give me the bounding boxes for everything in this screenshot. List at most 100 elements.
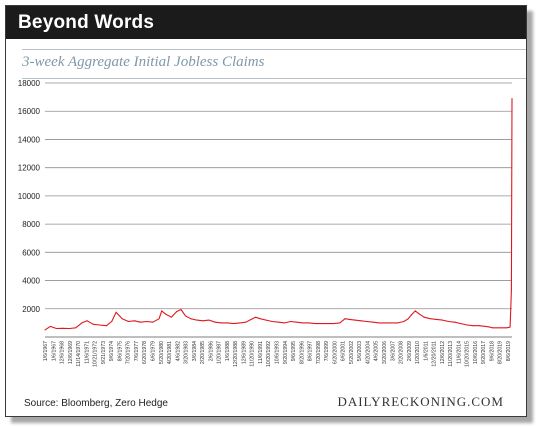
data-point: [75, 327, 77, 329]
data-point: [202, 320, 204, 322]
data-point: [127, 320, 129, 322]
source-note: Source: Bloomberg, Zero Hedge: [24, 398, 168, 409]
header-bar: Beyond Words: [6, 6, 526, 39]
data-point: [423, 316, 425, 318]
x-tick-label: 1/6/1967: [51, 341, 57, 361]
x-tick-label: 2/6/1986: [208, 341, 214, 361]
x-tick-label: 5/20/1980: [159, 341, 165, 364]
x-tick-label: 2/20/1985: [200, 341, 206, 364]
data-point: [333, 323, 335, 325]
data-point: [176, 311, 178, 313]
data-point: [196, 319, 198, 321]
data-point: [496, 327, 498, 329]
data-point: [208, 319, 210, 321]
x-tick-label: 10/21/1972: [93, 341, 99, 367]
x-tick-label: 3/20/2006: [382, 341, 388, 364]
data-point: [360, 320, 362, 322]
title-rule: [22, 78, 526, 79]
x-tick-label: 9/6/1974: [109, 341, 115, 361]
x-tick-label: 2/6/2009: [407, 341, 413, 361]
data-point: [372, 321, 374, 323]
x-tick-label: 1/20/2010: [415, 341, 421, 364]
data-point: [233, 323, 235, 325]
data-point: [62, 327, 64, 329]
data-point: [152, 321, 154, 323]
data-point: [105, 325, 107, 327]
data-point: [284, 322, 286, 324]
data-point: [466, 324, 468, 326]
x-tick-label: 12/6/1969: [68, 341, 74, 364]
data-point: [348, 318, 350, 320]
chart-title: 3-week Aggregate Initial Jobless Claims: [22, 54, 265, 70]
y-tick-label: 16000: [18, 107, 41, 116]
data-point: [320, 323, 322, 325]
x-tick-label: 1/6/1988: [225, 341, 231, 361]
chart-card: Beyond Words 3-week Aggregate Initial Jo…: [5, 5, 527, 417]
x-tick-label: 4/6/1982: [175, 341, 181, 361]
data-point: [492, 327, 494, 329]
data-point: [115, 311, 117, 313]
x-tick-label: 8/6/1975: [117, 341, 123, 361]
data-point: [511, 98, 513, 100]
x-tick-label: 12/20/1988: [233, 341, 239, 367]
x-tick-label: 6/20/2000: [332, 341, 338, 364]
x-tick-label: 7/20/1976: [126, 341, 132, 364]
y-tick-label: 2000: [22, 305, 40, 314]
data-point: [296, 321, 298, 323]
x-tick-label: 4/6/2005: [374, 341, 380, 361]
data-point: [454, 321, 456, 323]
x-tick-label: 3/6/1984: [192, 341, 198, 361]
data-point: [411, 313, 413, 315]
x-tick-label: 9/6/2018: [489, 341, 495, 361]
data-point: [98, 324, 100, 326]
data-point: [180, 308, 182, 310]
data-point: [308, 322, 310, 324]
x-tick-label: 4/20/1981: [167, 341, 173, 364]
x-tick-label: 10/20/1992: [266, 341, 272, 367]
data-point: [354, 319, 356, 321]
data-point: [327, 323, 329, 325]
data-point: [190, 318, 192, 320]
data-point: [250, 318, 252, 320]
x-tick-label: 1/20/1987: [217, 341, 223, 364]
x-tick-label: 12/6/2012: [440, 341, 446, 364]
x-tick-label: 7/6/1977: [134, 341, 140, 361]
x-tick-label: 10/6/2016: [473, 341, 479, 364]
data-point: [111, 320, 113, 322]
data-point: [158, 318, 160, 320]
x-tick-label: 8/20/2019: [498, 341, 504, 364]
x-tick-label: 6/20/1978: [142, 341, 148, 364]
x-tick-label: 6/6/1979: [150, 341, 156, 361]
data-point: [140, 321, 142, 323]
data-point: [214, 321, 216, 323]
data-point: [489, 326, 491, 328]
data-point: [472, 325, 474, 327]
data-point: [239, 322, 241, 324]
data-point: [509, 326, 511, 328]
data-point: [184, 315, 186, 317]
x-tick-label: 3/6/2007: [390, 341, 396, 361]
x-tick-label: 1/6/2011: [423, 341, 429, 361]
series-line: [44, 98, 513, 331]
header-title: Beyond Words: [18, 12, 155, 33]
data-point: [271, 320, 273, 322]
data-point: [403, 320, 405, 322]
y-tick-label: 10000: [18, 192, 41, 201]
data-point: [478, 325, 480, 327]
x-tick-label: 10/20/2015: [465, 341, 471, 367]
x-tick-label: 11/6/1971: [84, 341, 90, 364]
y-tick-label: 6000: [22, 248, 40, 257]
data-point: [378, 322, 380, 324]
data-point: [418, 313, 420, 315]
data-point: [442, 319, 444, 321]
x-tick-label: 3/20/1983: [184, 341, 190, 364]
data-point: [259, 318, 261, 320]
data-point: [500, 327, 502, 329]
x-tick-label: 12/6/1968: [60, 341, 66, 364]
data-point: [414, 310, 416, 312]
data-point: [277, 321, 279, 323]
data-point: [86, 320, 88, 322]
x-tick-label: 11/6/2014: [456, 341, 462, 364]
data-point: [302, 322, 304, 324]
